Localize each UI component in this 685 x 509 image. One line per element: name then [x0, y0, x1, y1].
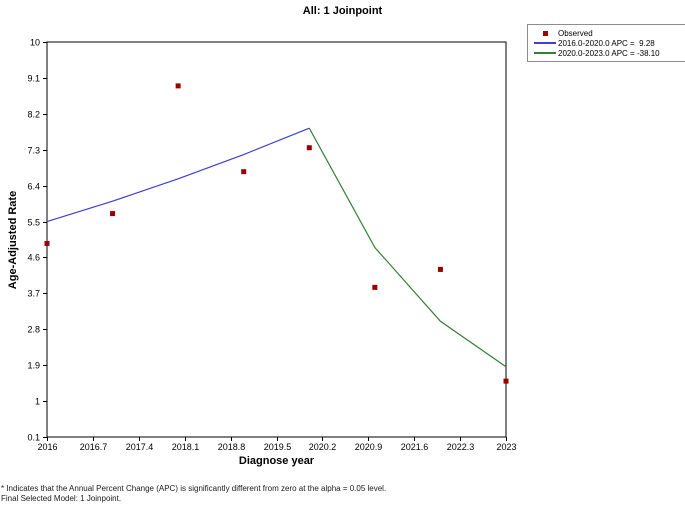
y-tick-label: 6.4	[27, 182, 40, 192]
x-axis-label: Diagnose year	[238, 455, 315, 467]
observed-point	[110, 211, 116, 217]
x-tick-label: 2019.5	[264, 442, 292, 452]
chart-title: All: 1 Joinpoint	[302, 5, 383, 17]
legend-item-segment2: 2020.0-2023.0 APC = -38.10	[532, 48, 685, 58]
plot-frame	[46, 41, 507, 438]
y-tick-label: 1.9	[27, 361, 40, 371]
x-tick-label: 2022.3	[447, 442, 475, 452]
x-tick-label: 2023	[496, 442, 516, 452]
observed-point	[44, 240, 50, 246]
observed-point	[306, 145, 312, 151]
legend-line-sample-icon	[532, 52, 558, 54]
legend-label: 2016.0-2020.0 APC = 9.28	[558, 38, 655, 48]
y-tick-label: 0.1	[27, 433, 40, 443]
legend-line-sample-icon	[532, 42, 558, 44]
x-tick-label: 2020.2	[309, 442, 337, 452]
x-tick-label: 2018.1	[172, 442, 200, 452]
x-tick-label: 2017.4	[126, 442, 154, 452]
observed-point	[372, 284, 378, 290]
trend-line-segment2	[308, 127, 507, 368]
observed-point	[241, 169, 247, 175]
observed-point	[503, 378, 509, 384]
legend: Observed 2016.0-2020.0 APC = 9.28 2020.0-2…	[527, 24, 685, 62]
legend-item-segment1: 2016.0-2020.0 APC = 9.28	[532, 38, 685, 48]
legend-square-marker-icon	[532, 30, 558, 36]
y-tick-label: 2.8	[27, 325, 40, 335]
y-tick-label: 8.2	[27, 110, 40, 120]
x-tick-label: 2016.7	[80, 442, 108, 452]
y-tick-label: 4.6	[27, 253, 40, 263]
x-tick-label: 2021.6	[401, 442, 429, 452]
footnote-final-model: Final Selected Model: 1 Joinpoint.	[1, 493, 122, 503]
footnotes: * Indicates that the Annual Percent Chan…	[1, 484, 386, 503]
x-tick-label: 2020.9	[355, 442, 383, 452]
trend-line-segment1	[46, 127, 310, 223]
footnote-apc-significance: * Indicates that the Annual Percent Chan…	[1, 484, 387, 493]
y-tick-label: 3.7	[27, 289, 40, 299]
observed-point	[437, 266, 443, 272]
legend-label: 2020.0-2023.0 APC = -38.10	[558, 48, 660, 58]
y-tick-label: 5.5	[27, 218, 40, 228]
observed-point	[175, 83, 181, 89]
x-tick-label: 2018.8	[218, 442, 246, 452]
legend-item-observed: Observed	[532, 28, 685, 38]
y-tick-label: 10	[30, 38, 40, 48]
y-tick-label: 7.3	[27, 146, 40, 156]
y-tick-label: 9.1	[27, 74, 40, 84]
y-tick-label: 1	[35, 397, 40, 407]
legend-label: Observed	[558, 28, 593, 38]
x-tick-label: 2016	[37, 442, 57, 452]
